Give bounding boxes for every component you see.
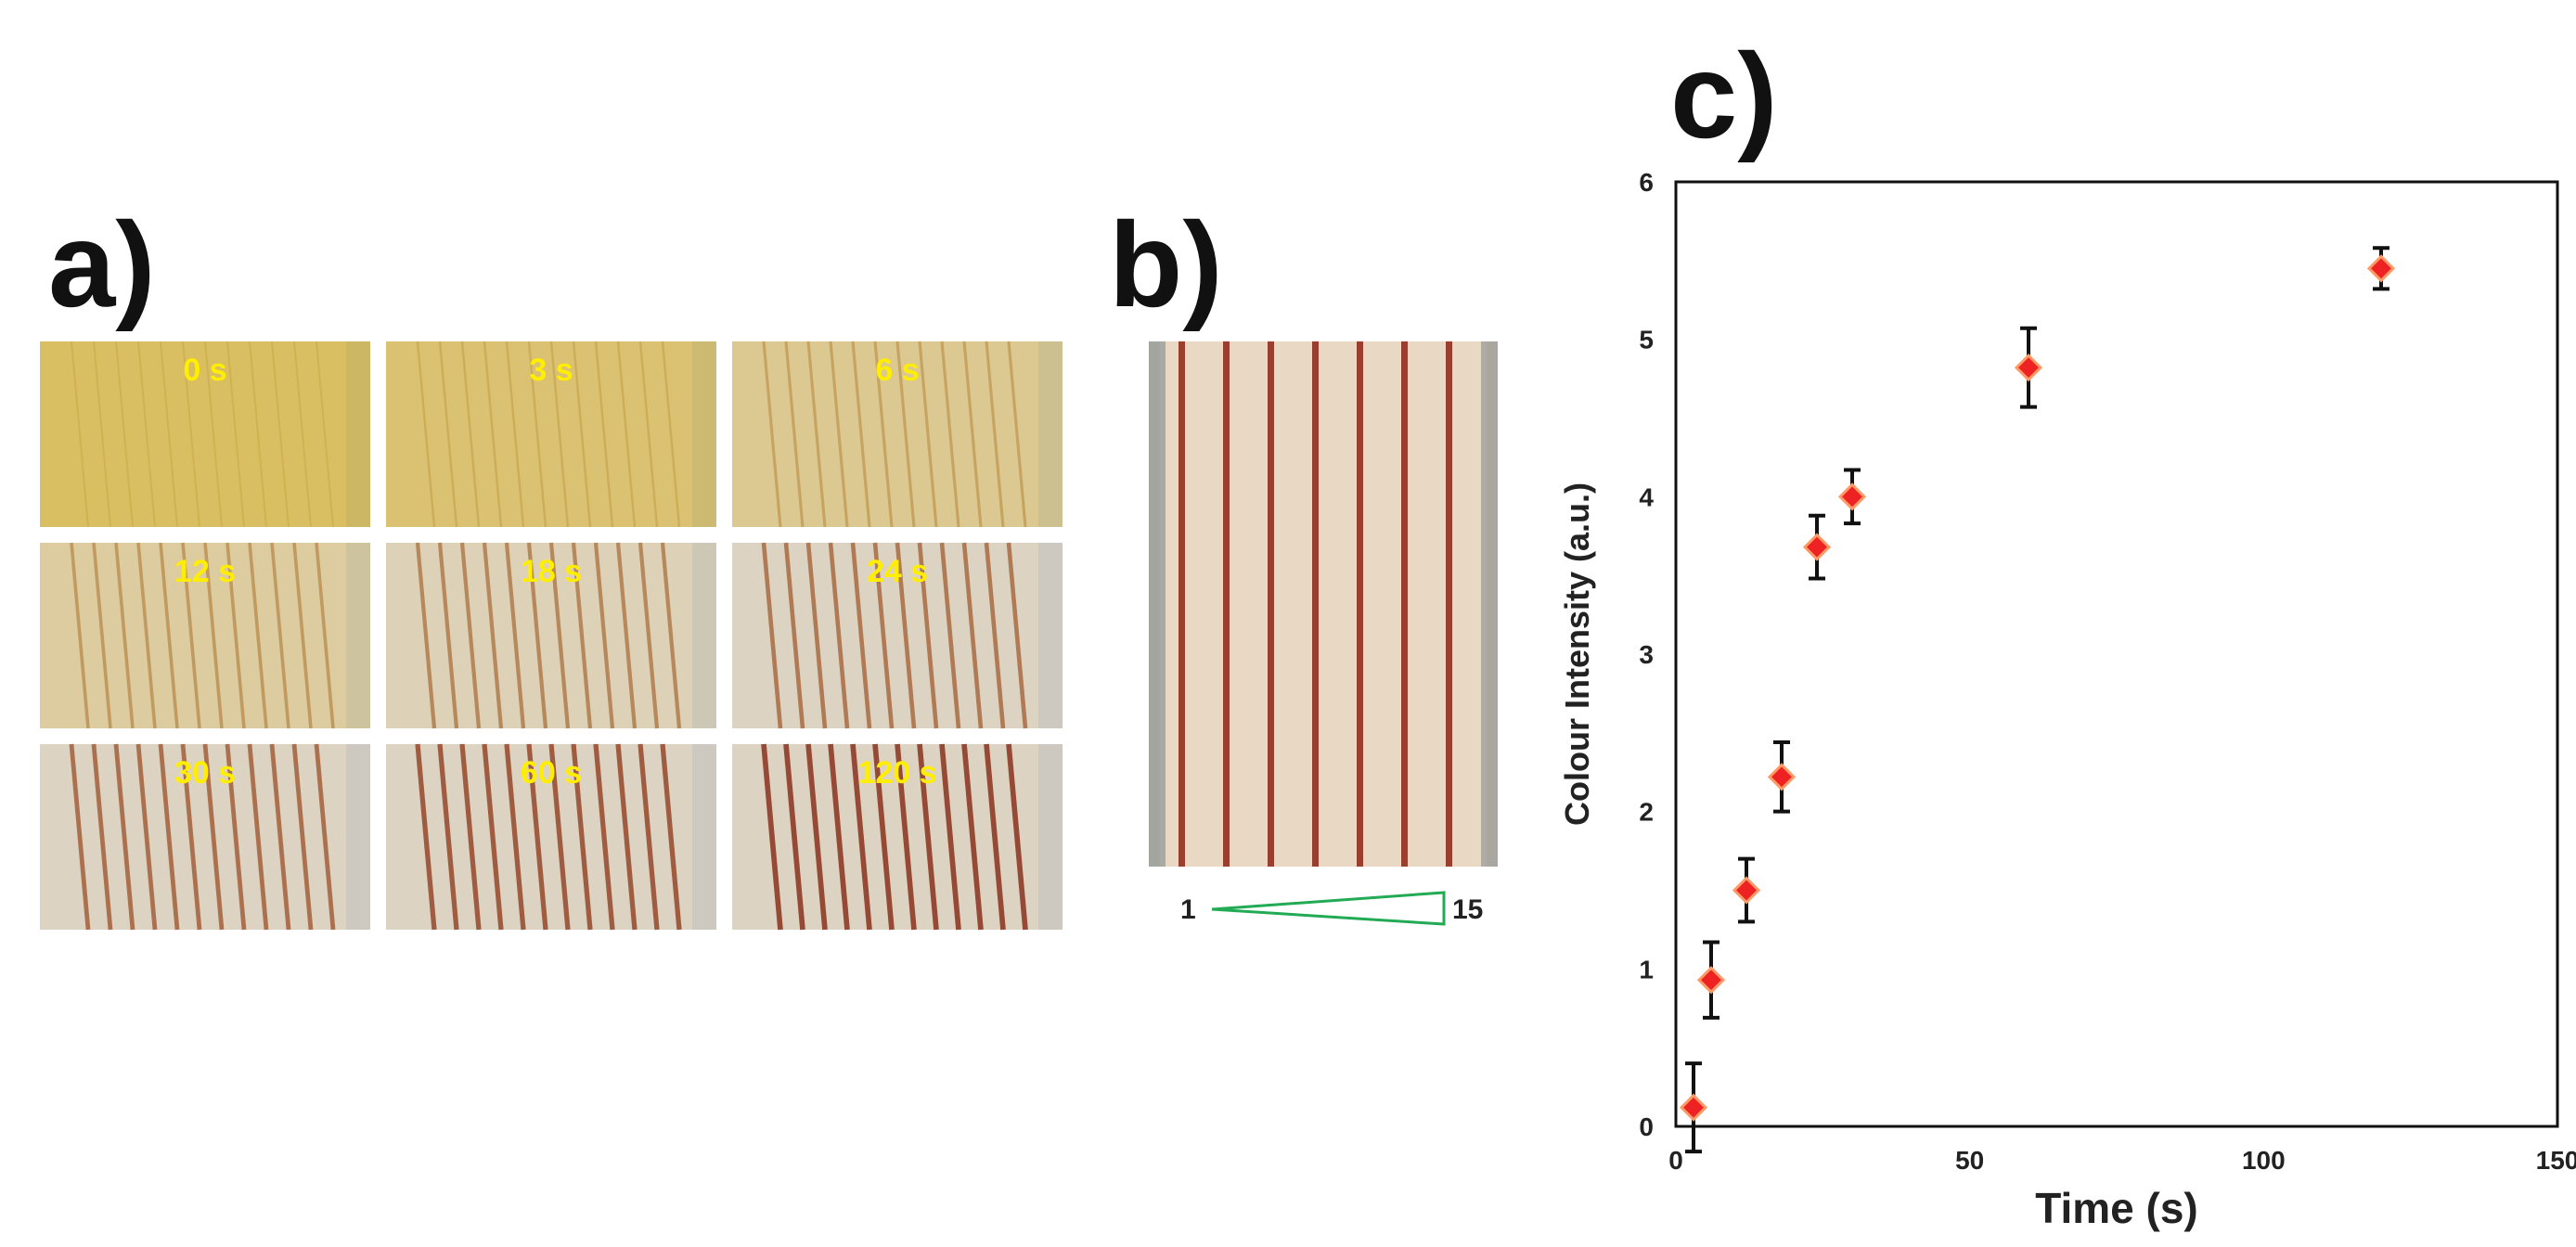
data-point xyxy=(1732,856,1761,924)
stripe-photo xyxy=(1149,341,1498,867)
x-tick-label: 150 xyxy=(2536,1146,2576,1175)
thumbnail: 60 s xyxy=(386,743,716,931)
thumbnail-time-label: 0 s xyxy=(183,353,226,388)
data-point xyxy=(1767,740,1797,814)
thumbnail: 18 s xyxy=(386,542,716,729)
panel-c-label: c) xyxy=(1670,28,1778,163)
y-tick-label: 0 xyxy=(1639,1112,1654,1141)
panel-b: b) 1 15 xyxy=(1109,197,1498,926)
thumbnail: 0 s xyxy=(40,341,370,528)
diamond-marker xyxy=(1696,966,1726,995)
y-tick-label: 6 xyxy=(1639,168,1654,197)
diamond-marker xyxy=(1767,763,1797,791)
thumbnail-time-label: 18 s xyxy=(521,554,582,589)
gradient-start-label: 1 xyxy=(1180,894,1196,925)
thumbnail: 3 s xyxy=(386,341,716,528)
x-axis-ticks: 0 50 100 150 xyxy=(1668,1146,2576,1175)
y-tick-label: 3 xyxy=(1639,640,1654,669)
data-point xyxy=(1802,513,1832,581)
y-tick-label: 1 xyxy=(1639,955,1654,983)
thumbnail-time-label: 24 s xyxy=(867,554,928,589)
thumbnail: 120 s xyxy=(732,743,1063,931)
panel-a: a) 0 s 3 s 6 s 12 s 18 s 24 s 30 s 60 s 120 s xyxy=(40,197,1063,931)
diamond-marker xyxy=(1802,533,1832,561)
diamond-marker xyxy=(2366,254,2396,283)
thumbnail: 12 s xyxy=(40,542,370,729)
diamond-marker xyxy=(1679,1093,1708,1122)
y-tick-label: 2 xyxy=(1639,798,1654,827)
thumbnail: 30 s xyxy=(40,743,370,931)
thumbnail-time-label: 30 s xyxy=(174,755,236,791)
data-points xyxy=(1679,246,2396,1154)
data-point xyxy=(1837,468,1867,526)
y-axis-title: Colour Intensity (a.u.) xyxy=(1558,482,1596,826)
gradient-end-label: 15 xyxy=(1452,894,1483,925)
thumbnail-time-label: 6 s xyxy=(875,353,919,388)
x-tick-label: 50 xyxy=(1955,1146,1984,1175)
thumbnail-time-label: 60 s xyxy=(521,755,582,791)
data-point xyxy=(1679,1061,1708,1154)
panel-c: c) 0 1 2 3 4 5 6 0 50 100 150 Time (s) Colour Int… xyxy=(1558,28,2576,1232)
y-tick-label: 4 xyxy=(1639,482,1654,511)
y-tick-label: 5 xyxy=(1639,326,1654,354)
gradient-wedge xyxy=(1211,891,1446,926)
y-axis-ticks: 0 1 2 3 4 5 6 xyxy=(1639,168,1654,1141)
x-axis-title: Time (s) xyxy=(2035,1184,2198,1232)
thumbnail: 24 s xyxy=(732,542,1063,729)
diamond-marker xyxy=(2014,354,2043,382)
thumbnail: 6 s xyxy=(732,341,1063,528)
diamond-marker xyxy=(1837,482,1867,511)
panel-b-label: b) xyxy=(1109,197,1223,332)
data-point xyxy=(1696,940,1726,1020)
data-point xyxy=(2014,326,2043,409)
thumbnail-time-label: 12 s xyxy=(174,554,236,589)
x-tick-label: 0 xyxy=(1668,1146,1683,1175)
panel-a-label: a) xyxy=(48,197,156,332)
scatter-chart: 0 1 2 3 4 5 6 0 50 100 150 Time (s) Colour Intens… xyxy=(1558,168,2576,1232)
plot-frame xyxy=(1674,180,2559,1128)
thumbnail-time-label: 3 s xyxy=(529,353,573,388)
thumbnail-grid: 0 s 3 s 6 s 12 s 18 s 24 s 30 s 60 s 120 s xyxy=(40,341,1063,931)
data-point xyxy=(2366,246,2396,291)
x-tick-label: 100 xyxy=(2242,1146,2286,1175)
diamond-marker xyxy=(1732,876,1761,905)
thumbnail-time-label: 120 s xyxy=(857,755,936,791)
